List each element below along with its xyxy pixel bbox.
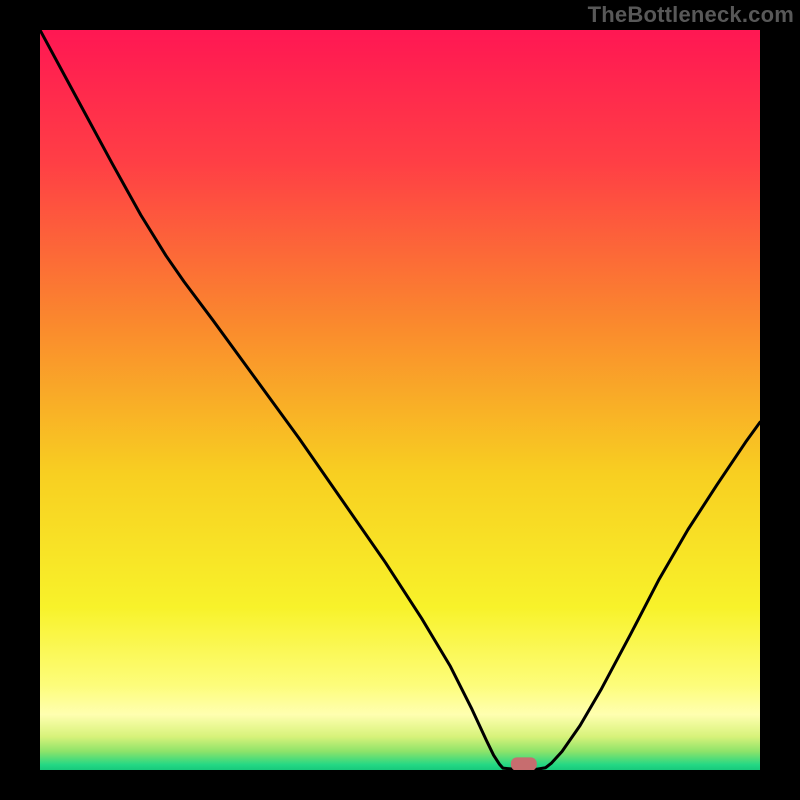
chart-container: TheBottleneck.com — [0, 0, 800, 800]
watermark-text: TheBottleneck.com — [588, 2, 794, 28]
optimum-marker — [511, 757, 537, 770]
plot-svg — [40, 30, 760, 770]
plot-area — [40, 30, 760, 770]
gradient-background — [40, 30, 760, 770]
